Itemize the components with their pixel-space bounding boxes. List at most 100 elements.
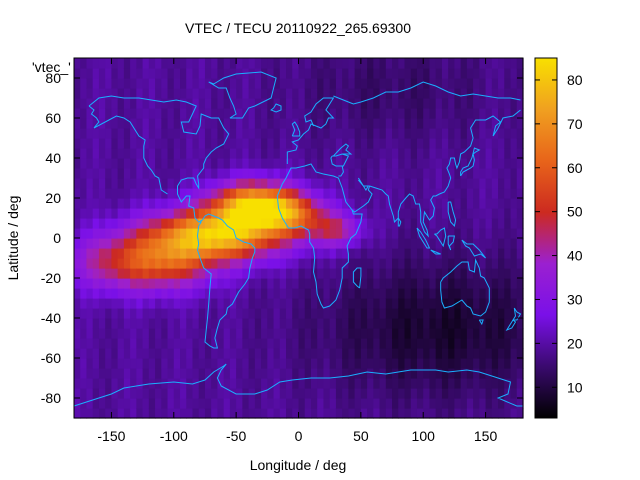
heatmap-cell bbox=[167, 178, 175, 189]
heatmap-cell bbox=[167, 348, 175, 359]
heatmap-cell bbox=[98, 298, 106, 309]
coastline-segment bbox=[208, 71, 277, 119]
heatmap-cell bbox=[217, 158, 225, 169]
heatmap-cell bbox=[173, 368, 181, 379]
heatmap-cell bbox=[105, 218, 113, 229]
heatmap-cell bbox=[211, 98, 219, 109]
heatmap-cell bbox=[279, 88, 287, 99]
heatmap-cell bbox=[192, 248, 200, 259]
heatmap-cell bbox=[198, 98, 206, 109]
heatmap-cell bbox=[236, 88, 243, 99]
heatmap-cell bbox=[198, 158, 206, 169]
heatmap-cell bbox=[473, 178, 480, 189]
heatmap-cell bbox=[86, 318, 94, 329]
heatmap-cell bbox=[198, 148, 206, 159]
heatmap-cell bbox=[86, 258, 94, 269]
heatmap-cell bbox=[111, 338, 119, 349]
heatmap-cell bbox=[98, 168, 106, 179]
heatmap-cell bbox=[248, 208, 256, 219]
heatmap-cell bbox=[279, 378, 287, 389]
heatmap-cell bbox=[479, 208, 487, 219]
heatmap-cell bbox=[229, 128, 237, 139]
heatmap-cell bbox=[473, 148, 480, 159]
heatmap-cell bbox=[136, 238, 144, 249]
heatmap-cell bbox=[279, 78, 287, 89]
heatmap-cell bbox=[198, 318, 206, 329]
heatmap-cell bbox=[148, 358, 156, 369]
heatmap-cell bbox=[148, 168, 156, 179]
heatmap-cell bbox=[198, 138, 206, 149]
heatmap-cell bbox=[441, 98, 449, 109]
heatmap-cell bbox=[223, 308, 231, 319]
heatmap-cell bbox=[510, 348, 518, 359]
heatmap-cell bbox=[217, 268, 225, 279]
heatmap-cell bbox=[180, 408, 187, 419]
heatmap-cell bbox=[479, 128, 487, 139]
heatmap-cell bbox=[248, 158, 256, 169]
heatmap-cell bbox=[254, 168, 262, 179]
heatmap-cell bbox=[248, 368, 256, 379]
heatmap-cell bbox=[498, 288, 505, 299]
heatmap-cell bbox=[373, 78, 381, 89]
coastlines bbox=[73, 71, 523, 407]
heatmap-cell bbox=[98, 88, 106, 99]
heatmap-cell bbox=[167, 248, 175, 259]
heatmap-cell bbox=[335, 338, 343, 349]
heatmap-cell bbox=[304, 248, 312, 259]
heatmap-cell bbox=[498, 328, 505, 339]
heatmap-cell bbox=[460, 98, 468, 109]
heatmap-cell bbox=[435, 98, 443, 109]
heatmap-cell bbox=[379, 268, 387, 279]
heatmap-cell bbox=[498, 88, 505, 99]
heatmap-cell bbox=[367, 288, 374, 299]
heatmap-cell bbox=[242, 148, 250, 159]
heatmap-cell bbox=[379, 258, 387, 269]
heatmap-cell bbox=[360, 188, 368, 199]
heatmap-cell bbox=[161, 198, 169, 209]
heatmap-cell bbox=[329, 138, 337, 149]
heatmap-cell bbox=[130, 318, 137, 329]
heatmap-cell bbox=[236, 388, 243, 399]
heatmap-cell bbox=[429, 238, 437, 249]
heatmap-cell bbox=[404, 278, 412, 289]
heatmap-cell bbox=[123, 278, 131, 289]
heatmap-cell bbox=[398, 178, 406, 189]
heatmap-cell bbox=[192, 138, 200, 149]
heatmap-cell bbox=[354, 318, 362, 329]
heatmap-cell bbox=[98, 218, 106, 229]
heatmap-cell bbox=[204, 68, 212, 79]
heatmap-cell bbox=[510, 278, 518, 289]
heatmap-cell bbox=[342, 238, 349, 249]
heatmap-cell bbox=[279, 158, 287, 169]
heatmap-cell bbox=[117, 358, 125, 369]
heatmap-cell bbox=[236, 218, 243, 229]
heatmap-cell bbox=[323, 138, 331, 149]
heatmap-cell bbox=[435, 368, 443, 379]
heatmap-cell bbox=[404, 328, 412, 339]
heatmap-cell bbox=[111, 308, 119, 319]
heatmap-cell bbox=[273, 238, 281, 249]
heatmap-cell bbox=[267, 158, 275, 169]
heatmap-cell bbox=[236, 318, 243, 329]
heatmap-cell bbox=[416, 118, 424, 129]
heatmap-cell bbox=[198, 128, 206, 139]
heatmap-cell bbox=[485, 208, 493, 219]
heatmap-cell bbox=[267, 298, 275, 309]
heatmap-cell bbox=[86, 218, 94, 229]
heatmap-cell bbox=[286, 98, 293, 109]
heatmap-cell bbox=[117, 98, 125, 109]
heatmap-cell bbox=[186, 298, 194, 309]
heatmap-cell bbox=[80, 158, 88, 169]
heatmap-cell bbox=[367, 98, 374, 109]
heatmap-cell bbox=[173, 158, 181, 169]
heatmap-cell bbox=[323, 288, 331, 299]
heatmap-cell bbox=[267, 218, 275, 229]
heatmap-cell bbox=[248, 178, 256, 189]
heatmap-cell bbox=[136, 348, 144, 359]
heatmap-cell bbox=[167, 148, 175, 159]
heatmap-cell bbox=[323, 408, 331, 419]
heatmap-cell bbox=[204, 118, 212, 129]
heatmap-cell bbox=[286, 348, 293, 359]
heatmap-cell bbox=[342, 168, 349, 179]
heatmap-cell bbox=[198, 298, 206, 309]
